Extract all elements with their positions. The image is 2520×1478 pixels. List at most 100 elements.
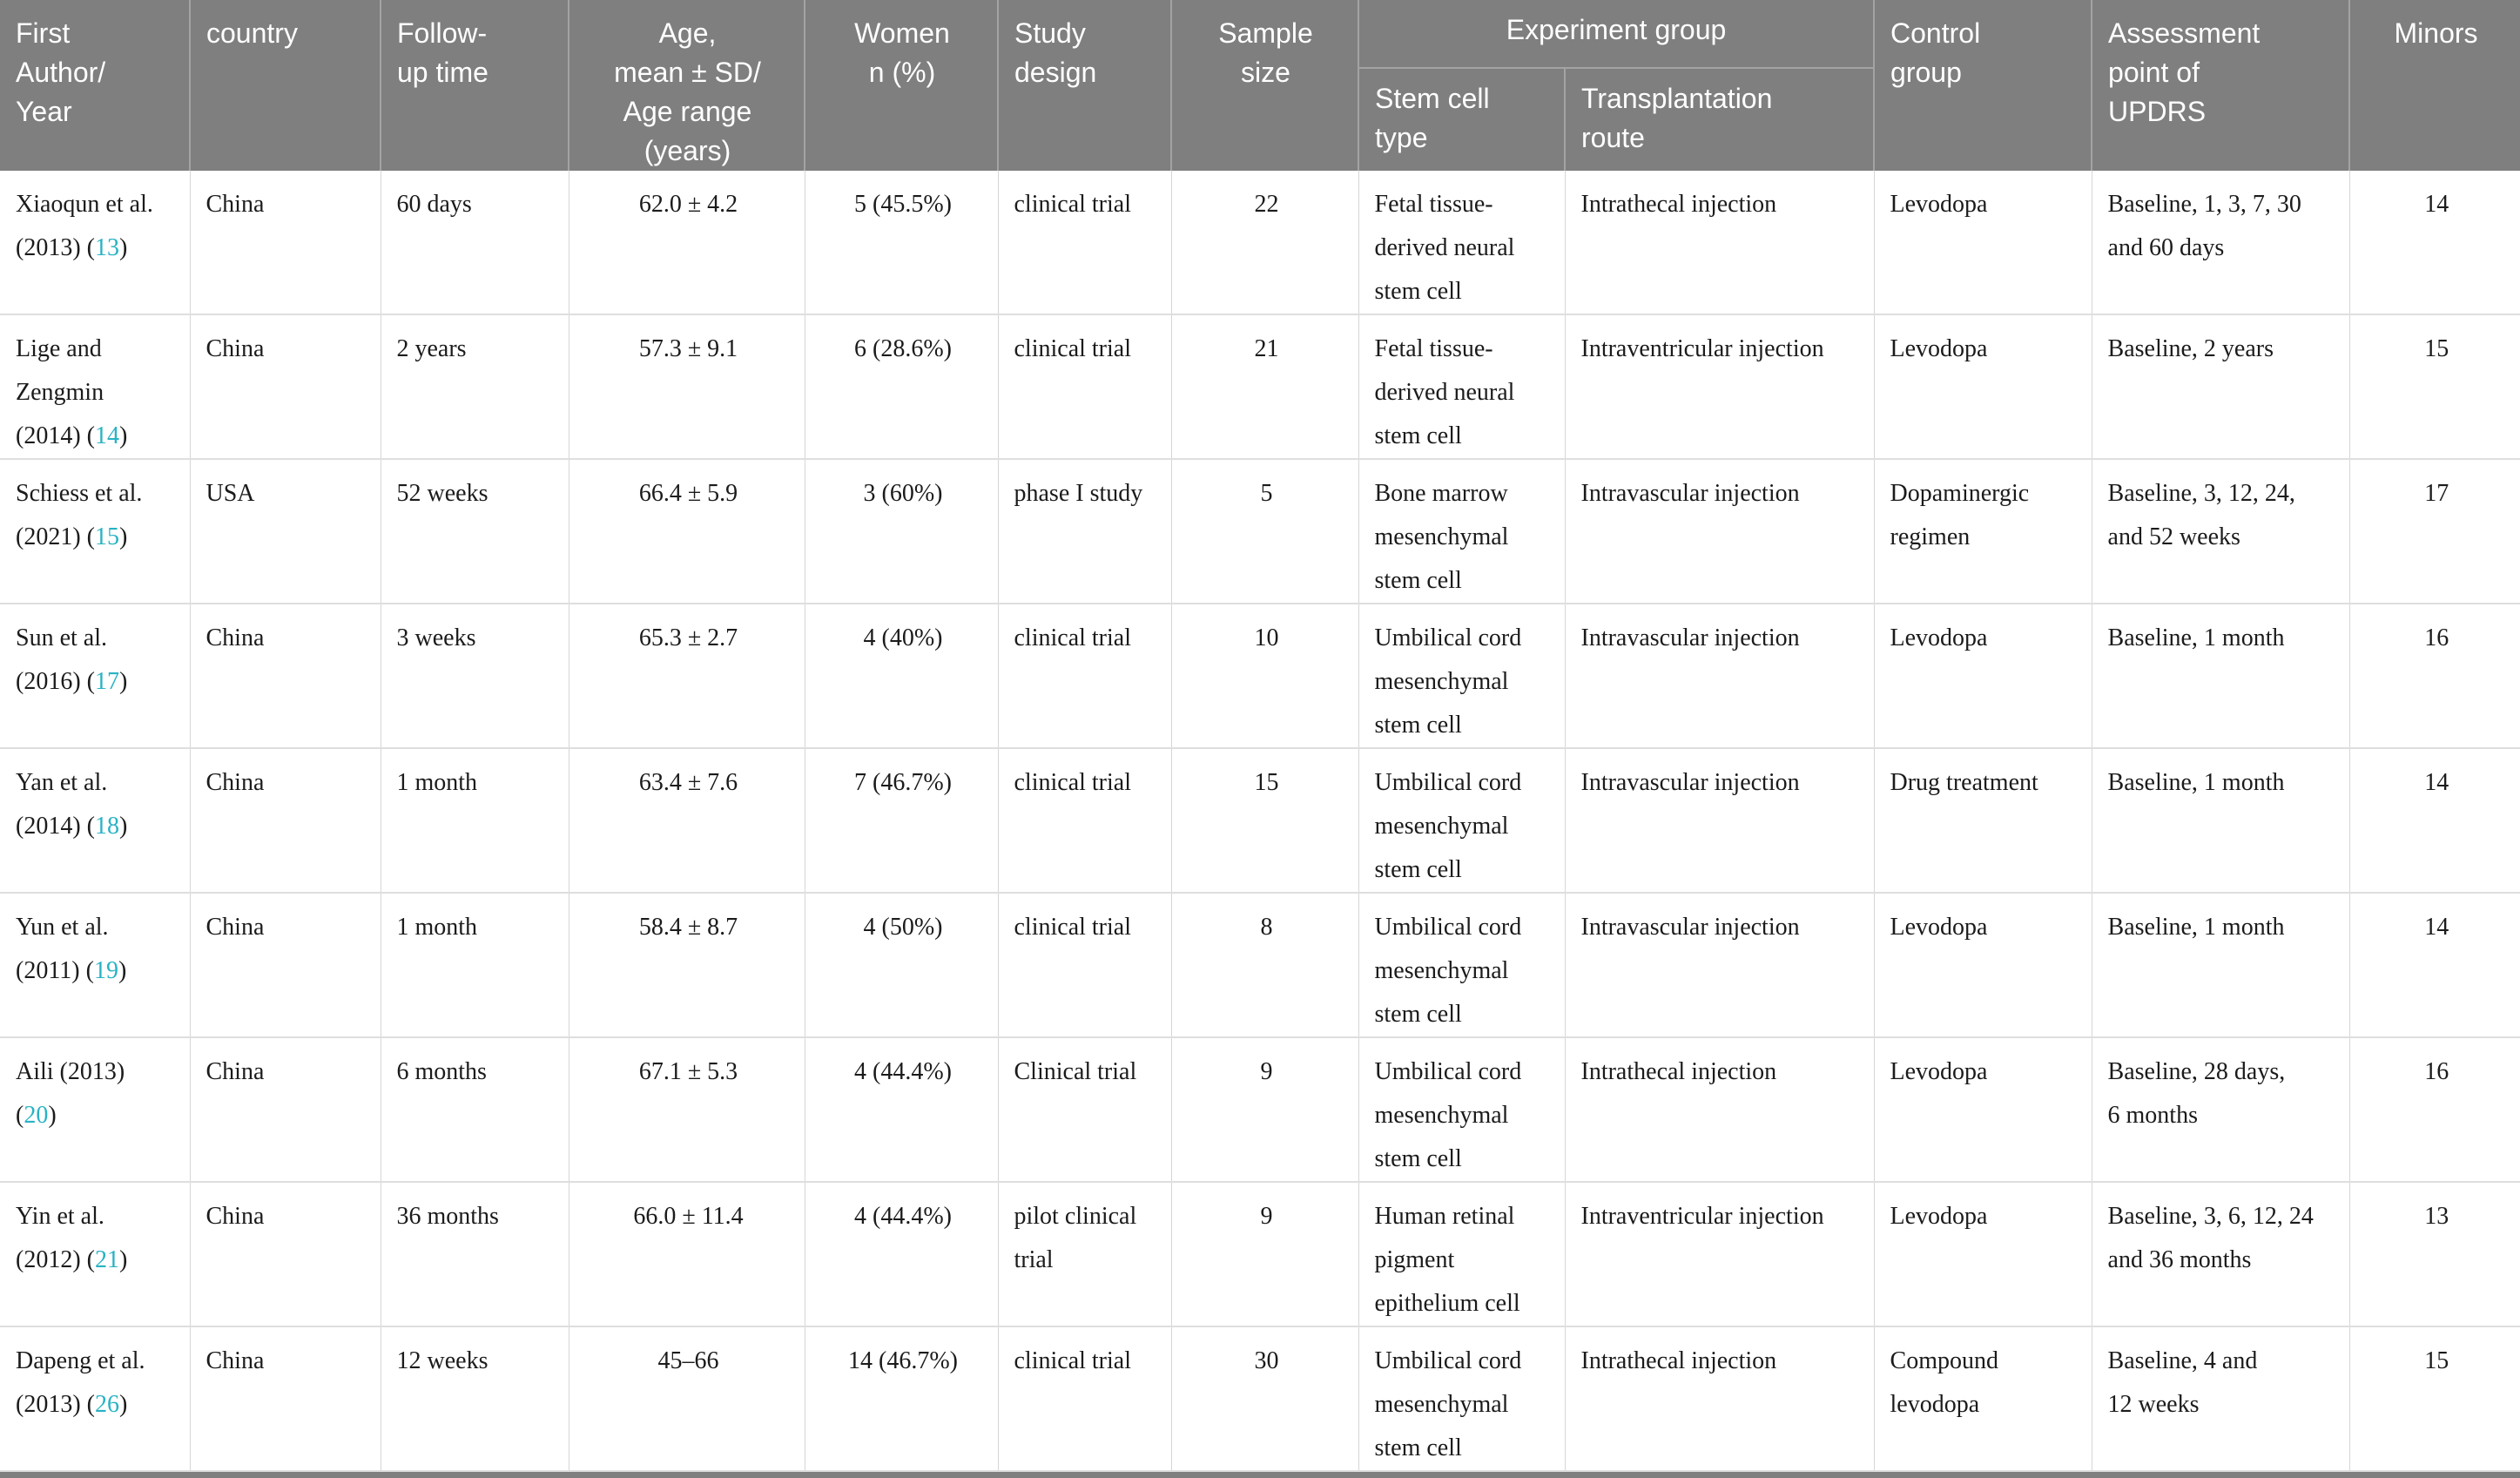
cell-sample-size: 15 (1171, 748, 1359, 894)
cell-study-design: pilot clinical trial (998, 1182, 1172, 1327)
cell-age: 57.3 ± 9.1 (569, 314, 805, 460)
author-text: Sun et al. (2016) ( (16, 624, 107, 695)
cell-country: China (190, 1037, 381, 1183)
table-row: Lige and Zengmin (2014) (14) China 2 yea… (0, 314, 2520, 460)
cell-minors: 14 (2349, 748, 2520, 894)
cell-stem-cell-type: Umbilical cord mesenchymal stem cell (1358, 1326, 1566, 1472)
cell-age: 45–66 (569, 1326, 805, 1472)
cell-control-group: Levodopa (1874, 893, 2092, 1038)
col-header-experiment-group: Experiment group (1358, 0, 1876, 70)
cell-control-group: Levodopa (1874, 604, 2092, 749)
cell-age: 67.1 ± 5.3 (569, 1037, 805, 1183)
cell-women: 4 (40%) (805, 604, 999, 749)
cell-sample-size: 21 (1171, 314, 1359, 460)
col-header-country: country (190, 0, 381, 171)
citation-link[interactable]: 18 (94, 813, 119, 840)
close-paren: ) (118, 234, 128, 261)
cell-control-group: Levodopa (1874, 1182, 2092, 1327)
cell-study-design: clinical trial (998, 314, 1172, 460)
cell-transplantation-route: Intrathecal injection (1565, 1326, 1875, 1472)
cell-control-group: Drug treatment (1874, 748, 2092, 894)
cell-minors: 16 (2349, 604, 2520, 749)
close-paren: ) (118, 957, 127, 984)
close-paren: ) (118, 1391, 128, 1418)
table-row: Xiaoqun et al. (2013) (13) China 60 days… (0, 171, 2520, 315)
cell-stem-cell-type: Umbilical cord mesenchymal stem cell (1358, 748, 1566, 894)
close-paren: ) (118, 668, 128, 695)
cell-country: China (190, 1326, 381, 1472)
citation-link[interactable]: 17 (94, 668, 119, 695)
cell-study-design: clinical trial (998, 604, 1172, 749)
table-row: Sun et al. (2016) (17) China 3 weeks 65.… (0, 604, 2520, 749)
cell-assessment: Baseline, 4 and 12 weeks (2092, 1326, 2350, 1472)
col-header-stem-cell-type: Stem cell type (1358, 68, 1566, 171)
col-header-women: Women n (%) (805, 0, 999, 171)
cell-country: China (190, 1182, 381, 1327)
cell-women: 3 (60%) (805, 459, 999, 604)
cell-transplantation-route: Intrathecal injection (1565, 1037, 1875, 1183)
header-row-1: First Author/ Year country Follow- up ti… (0, 0, 2520, 171)
close-paren: ) (118, 422, 128, 449)
cell-first-author: Yin et al. (2012) (21) (0, 1182, 191, 1327)
cell-first-author: Aili (2013) (20) (0, 1037, 191, 1183)
author-text: Xiaoqun et al. (2013) ( (16, 191, 153, 261)
citation-link[interactable]: 15 (94, 523, 119, 550)
col-header-transplantation-route: Transplantation route (1565, 68, 1876, 171)
cell-sample-size: 9 (1171, 1182, 1359, 1327)
author-text: Aili (2013) ( (16, 1058, 125, 1129)
col-header-first-author-year: First Author/ Year (0, 0, 191, 171)
cell-sample-size: 22 (1171, 171, 1359, 315)
cell-minors: 15 (2349, 314, 2520, 460)
cell-age: 65.3 ± 2.7 (569, 604, 805, 749)
cell-stem-cell-type: Umbilical cord mesenchymal stem cell (1358, 604, 1566, 749)
cell-assessment: Baseline, 1 month (2092, 893, 2350, 1038)
table-bottom-border (0, 1472, 2520, 1478)
cell-sample-size: 10 (1171, 604, 1359, 749)
cell-first-author: Schiess et al. (2021) (15) (0, 459, 191, 604)
citation-link[interactable]: 13 (94, 234, 119, 261)
cell-age: 66.4 ± 5.9 (569, 459, 805, 604)
cell-women: 4 (44.4%) (805, 1182, 999, 1327)
cell-age: 66.0 ± 11.4 (569, 1182, 805, 1327)
citation-link[interactable]: 19 (93, 957, 118, 984)
cell-control-group: Levodopa (1874, 171, 2092, 315)
close-paren: ) (48, 1102, 57, 1129)
citation-link[interactable]: 14 (94, 422, 119, 449)
cell-women: 6 (28.6%) (805, 314, 999, 460)
citation-link[interactable]: 26 (94, 1391, 119, 1418)
cell-assessment: Baseline, 1 month (2092, 604, 2350, 749)
table-row: Dapeng et al. (2013) (26) China 12 weeks… (0, 1326, 2520, 1472)
cell-control-group: Levodopa (1874, 314, 2092, 460)
cell-first-author: Xiaoqun et al. (2013) (13) (0, 171, 191, 315)
citation-link[interactable]: 21 (94, 1246, 119, 1273)
cell-first-author: Sun et al. (2016) (17) (0, 604, 191, 749)
cell-minors: 15 (2349, 1326, 2520, 1472)
cell-age: 63.4 ± 7.6 (569, 748, 805, 894)
cell-follow-up: 12 weeks (381, 1326, 569, 1472)
cell-women: 4 (44.4%) (805, 1037, 999, 1183)
cell-stem-cell-type: Umbilical cord mesenchymal stem cell (1358, 893, 1566, 1038)
table-header: First Author/ Year country Follow- up ti… (0, 0, 2520, 171)
cell-follow-up: 3 weeks (381, 604, 569, 749)
cell-transplantation-route: Intravascular injection (1565, 459, 1875, 604)
author-text: Dapeng et al. (2013) ( (16, 1347, 145, 1418)
cell-country: China (190, 748, 381, 894)
table-row: Schiess et al. (2021) (15) USA 52 weeks … (0, 459, 2520, 604)
table-body: Xiaoqun et al. (2013) (13) China 60 days… (0, 171, 2520, 1472)
table-row: Yan et al. (2014) (18) China 1 month 63.… (0, 748, 2520, 894)
cell-sample-size: 30 (1171, 1326, 1359, 1472)
col-header-age: Age, mean ± SD/ Age range (years) (569, 0, 805, 171)
cell-study-design: Clinical trial (998, 1037, 1172, 1183)
cell-transplantation-route: Intravascular injection (1565, 893, 1875, 1038)
cell-assessment: Baseline, 1 month (2092, 748, 2350, 894)
cell-study-design: clinical trial (998, 893, 1172, 1038)
col-header-minors: Minors (2349, 0, 2520, 171)
cell-minors: 14 (2349, 171, 2520, 315)
col-header-study-design: Study design (998, 0, 1172, 171)
author-text: Yun et al. (2011) ( (16, 914, 109, 984)
citation-link[interactable]: 20 (24, 1102, 49, 1129)
cell-sample-size: 5 (1171, 459, 1359, 604)
cell-minors: 16 (2349, 1037, 2520, 1183)
cell-transplantation-route: Intrathecal injection (1565, 171, 1875, 315)
col-header-sample-size: Sample size (1171, 0, 1359, 171)
